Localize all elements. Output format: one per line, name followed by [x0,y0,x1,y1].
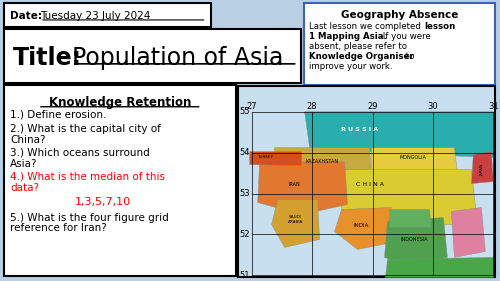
Text: Tuesday 23 July 2024: Tuesday 23 July 2024 [40,11,150,21]
Text: 4.) What is the median of this: 4.) What is the median of this [10,172,165,182]
FancyBboxPatch shape [4,29,300,83]
Polygon shape [272,200,320,248]
Text: 30: 30 [428,102,438,111]
Text: reference for Iran?: reference for Iran? [10,223,106,234]
Text: MONGOLIA: MONGOLIA [399,155,426,160]
Polygon shape [472,152,494,183]
Polygon shape [372,148,458,172]
Text: C H I N A: C H I N A [356,182,384,187]
Text: to: to [404,52,415,61]
Text: 27: 27 [246,102,257,111]
Text: Knowledge Retention: Knowledge Retention [48,96,191,109]
Text: 1,3,5,7,10: 1,3,5,7,10 [75,196,131,207]
Text: JAPAN: JAPAN [480,164,484,176]
Text: Title:: Title: [13,46,82,70]
Text: China?: China? [10,135,46,145]
Text: INDIA: INDIA [354,223,369,228]
Text: 31: 31 [488,102,498,111]
Text: 2.) What is the capital city of: 2.) What is the capital city of [10,124,161,134]
Text: KAZAKHSTAN: KAZAKHSTAN [305,159,338,164]
Text: 52: 52 [239,230,250,239]
Polygon shape [390,210,432,228]
Polygon shape [274,148,372,178]
Text: 3.) Which oceans surround: 3.) Which oceans surround [10,148,149,158]
Polygon shape [340,170,477,228]
Text: SAUDI
ARABIA: SAUDI ARABIA [288,215,304,224]
Text: IRAN: IRAN [288,182,300,187]
Polygon shape [386,257,494,277]
Text: Population of Asia: Population of Asia [72,46,284,70]
Text: 55: 55 [239,107,250,116]
Polygon shape [250,152,302,166]
Text: Knowledge Organiser: Knowledge Organiser [308,52,414,61]
FancyBboxPatch shape [304,3,496,85]
Text: 28: 28 [307,102,318,111]
Text: INDONESIA: INDONESIA [400,237,428,242]
Polygon shape [258,162,348,214]
Text: lesson: lesson [424,22,456,31]
Polygon shape [384,217,448,268]
Text: Date:: Date: [10,11,42,21]
Text: absent, please refer to: absent, please refer to [308,42,406,51]
Text: improve your work.: improve your work. [308,62,392,71]
Text: TURKEY: TURKEY [256,155,272,159]
Text: 1 Mapping Asia.: 1 Mapping Asia. [308,32,386,41]
Text: Geography Absence: Geography Absence [341,10,458,20]
Text: If you were: If you were [380,32,431,41]
FancyBboxPatch shape [238,86,496,277]
Text: 29: 29 [368,102,378,111]
Text: Last lesson we completed: Last lesson we completed [308,22,423,31]
Text: Asia?: Asia? [10,159,38,169]
Text: 5.) What is the four figure grid: 5.) What is the four figure grid [10,212,168,223]
Text: data?: data? [10,183,39,192]
Text: 53: 53 [239,189,250,198]
FancyBboxPatch shape [4,3,210,27]
Polygon shape [304,112,494,158]
Polygon shape [452,208,486,257]
Polygon shape [334,208,392,250]
Text: R U S S I A: R U S S I A [341,127,378,132]
Text: 1.) Define erosion.: 1.) Define erosion. [10,110,106,120]
Text: 54: 54 [239,148,250,157]
Text: 51: 51 [239,271,250,280]
FancyBboxPatch shape [4,85,235,276]
